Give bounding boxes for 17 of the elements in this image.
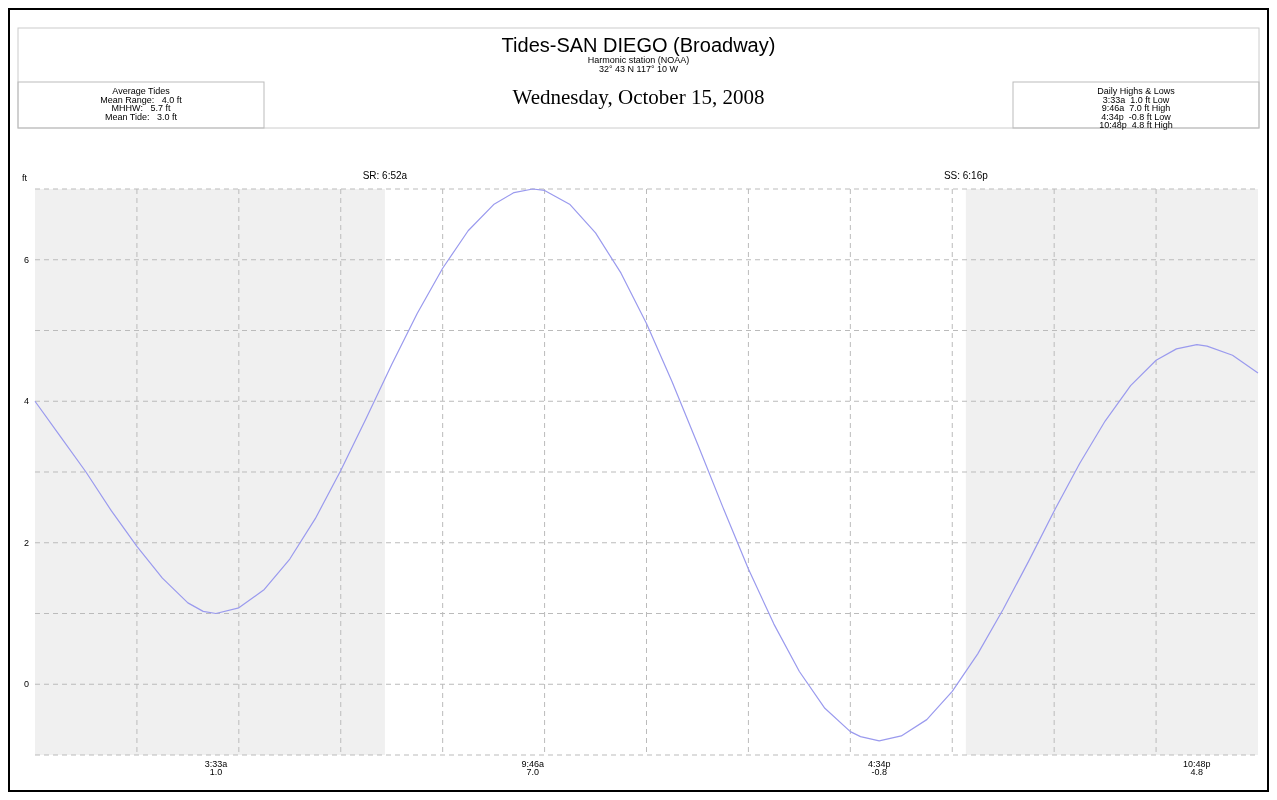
- band-label: SS: 6:16p: [943, 170, 989, 181]
- x-tick-label: 9:46a 7.0: [521, 759, 544, 777]
- text: Wednesday, October 15, 2008: [512, 85, 765, 109]
- text: Daily Highs & Lows 3:33a 1.0 ft Low 9:46a 7.0 ft High 4:34p -0.8 ft Low 10:48p 4.8 ft High: [1097, 86, 1176, 130]
- text: Average Tides Mean Range: 4.0 ft MHHW: 5.7 ft Mean Tide: 3.0 ft: [100, 86, 183, 122]
- band-label: SR: 6:52a: [362, 170, 408, 181]
- chart-subtitle: Harmonic station (NOAA) 32° 43 N 117° 10 W: [587, 55, 690, 74]
- chart-title: Tides-SAN DIEGO (Broadway): [501, 34, 776, 56]
- x-tick-label: 3:33a 1.0: [204, 759, 228, 777]
- y-tick-label: 6: [23, 254, 29, 265]
- x-tick-label: 10:48p 4.8: [1183, 759, 1211, 777]
- line-series: [34, 188, 1259, 742]
- y-tick-label: 0: [23, 679, 29, 690]
- y-axis-title: ft: [21, 173, 28, 183]
- y-tick-label: 4: [23, 396, 29, 407]
- y-tick-label: 2: [23, 537, 29, 548]
- x-tick-label: 4:34p -0.8: [867, 759, 891, 777]
